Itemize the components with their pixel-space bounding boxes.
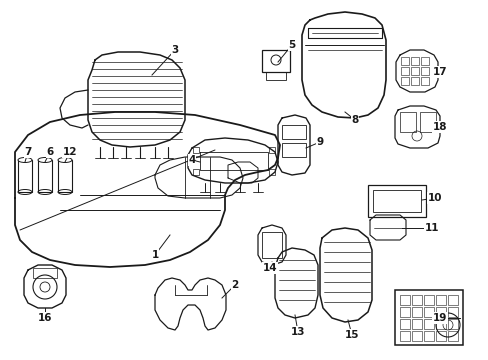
Bar	[411, 331, 421, 341]
Text: 5: 5	[288, 40, 295, 50]
Text: 15: 15	[344, 330, 359, 340]
Text: 7: 7	[24, 147, 32, 157]
Bar	[447, 307, 457, 317]
Bar	[268, 169, 274, 175]
Text: 11: 11	[424, 223, 438, 233]
Bar	[423, 331, 433, 341]
Bar	[400, 77, 408, 85]
Text: 10: 10	[427, 193, 441, 203]
Bar	[410, 67, 418, 75]
Bar	[400, 57, 408, 65]
Bar	[262, 232, 282, 258]
Bar	[419, 112, 435, 132]
Bar	[399, 319, 409, 329]
Bar	[58, 160, 72, 192]
Bar	[435, 319, 445, 329]
Bar	[399, 295, 409, 305]
Bar	[268, 147, 274, 153]
Bar	[410, 57, 418, 65]
Bar	[372, 190, 420, 212]
Text: 16: 16	[38, 313, 52, 323]
Bar	[423, 295, 433, 305]
Bar	[420, 77, 428, 85]
Text: 12: 12	[62, 147, 77, 157]
Bar	[435, 331, 445, 341]
Bar	[367, 185, 425, 217]
Bar	[38, 160, 52, 192]
Bar	[423, 319, 433, 329]
Bar	[420, 57, 428, 65]
Bar	[410, 77, 418, 85]
Bar	[265, 72, 285, 80]
Bar	[399, 331, 409, 341]
Bar	[447, 319, 457, 329]
Bar	[193, 169, 199, 175]
Bar	[262, 50, 289, 72]
Text: 4: 4	[188, 155, 195, 165]
Ellipse shape	[18, 158, 32, 162]
Bar	[282, 143, 305, 157]
Text: 3: 3	[171, 45, 178, 55]
Text: 8: 8	[351, 115, 358, 125]
Bar	[435, 295, 445, 305]
Bar	[394, 290, 462, 345]
Bar	[18, 160, 32, 192]
Bar	[400, 67, 408, 75]
Bar	[399, 112, 415, 132]
Text: 6: 6	[46, 147, 54, 157]
Bar	[411, 319, 421, 329]
Text: 17: 17	[432, 67, 447, 77]
Text: 18: 18	[432, 122, 447, 132]
Bar	[447, 331, 457, 341]
Text: 9: 9	[316, 137, 323, 147]
Text: 2: 2	[231, 280, 238, 290]
Bar	[282, 125, 305, 139]
Text: 14: 14	[262, 263, 277, 273]
Text: 13: 13	[290, 327, 305, 337]
Bar	[33, 268, 57, 278]
Bar	[411, 307, 421, 317]
Ellipse shape	[58, 158, 72, 162]
Ellipse shape	[38, 158, 52, 162]
Bar	[399, 307, 409, 317]
Bar	[193, 147, 199, 153]
Text: 19: 19	[432, 313, 446, 323]
Bar	[423, 307, 433, 317]
Bar	[447, 295, 457, 305]
Bar	[435, 307, 445, 317]
Bar	[420, 67, 428, 75]
Bar	[411, 295, 421, 305]
Text: 1: 1	[151, 250, 158, 260]
